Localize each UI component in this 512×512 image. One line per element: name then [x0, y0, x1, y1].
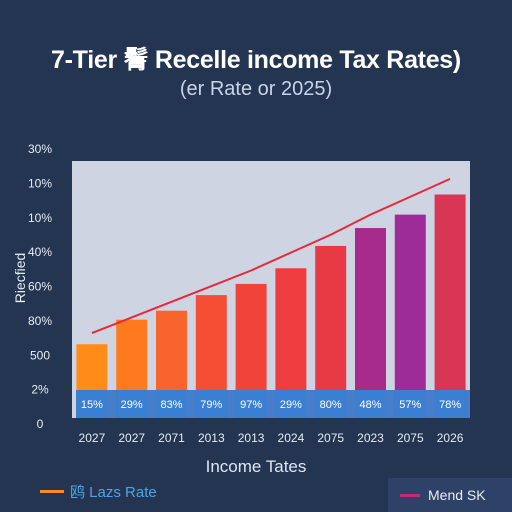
bar-value-label: 97%: [240, 399, 262, 411]
trend-line: [91, 177, 451, 335]
y-tick-label: 10%: [28, 211, 52, 225]
y-tick-label: 500: [30, 348, 50, 362]
bar-value-cell: [116, 390, 148, 418]
x-tick-label: 2027: [79, 431, 106, 445]
chart-subtitle: (er Rate or 2025): [179, 78, 333, 100]
bar-value-cell: [355, 390, 386, 418]
legend-swatch-magenta: [400, 493, 420, 497]
x-tick-label: 2027: [118, 431, 145, 445]
x-tick-label: 2071: [158, 431, 185, 445]
bar-value-label: 83%: [160, 399, 182, 411]
x-axis-label: Income Tates: [205, 457, 307, 476]
legend-item-rate: 鸥 Lazs Rate: [40, 481, 157, 501]
x-tick-label: 2075: [317, 431, 344, 445]
x-tick-label: 2024: [278, 431, 305, 445]
bar-value-label: 79%: [200, 399, 222, 411]
x-tick-label: 2075: [397, 431, 424, 445]
bar: [394, 214, 426, 418]
bar-value-cell: [235, 390, 267, 418]
bar-value-cell: [394, 390, 426, 418]
bar-value-label: 29%: [280, 399, 302, 411]
bar-value-cell: [275, 390, 307, 418]
legend-label-trend: Mend SK: [428, 487, 486, 503]
bar-value-cell: [195, 390, 227, 418]
y-tick-label: 80%: [28, 314, 52, 328]
bar-value-cell: [156, 390, 187, 418]
y-tick-label: 40%: [28, 245, 52, 259]
y-tick-label: 0: [37, 417, 44, 431]
legend-label-rate: 鸥 Lazs Rate: [70, 483, 157, 501]
bar-value-label: 57%: [399, 399, 421, 411]
chart-title: 7-Tier 鬌 Recelle income Tax Rates): [51, 46, 461, 74]
x-tick-label: 2013: [198, 431, 225, 445]
bar-value-label: 15%: [81, 399, 103, 411]
bar: [434, 194, 466, 418]
legend-item-trend: Mend SK: [388, 478, 512, 512]
bar: [315, 245, 347, 418]
bar-value-label: 78%: [439, 399, 461, 411]
legend-swatch-orange: [40, 489, 64, 493]
y-tick-label: 2%: [31, 383, 49, 397]
bar-value-label: 80%: [320, 399, 342, 411]
bar-value-label: 29%: [121, 399, 143, 411]
x-tick-label: 2013: [238, 431, 265, 445]
bar-value-cell: [315, 390, 347, 418]
x-tick-label: 2026: [437, 431, 464, 445]
y-tick-label: 10%: [28, 176, 52, 190]
y-axis-label: Riecfied: [12, 252, 28, 304]
x-tick-label: 2023: [357, 431, 384, 445]
bar-value-cell: [434, 390, 466, 418]
bar: [355, 228, 386, 418]
bar-value-cell: [76, 390, 108, 418]
y-tick-label: 30%: [28, 142, 52, 156]
bar-value-label: 48%: [359, 399, 381, 411]
y-tick-label: 60%: [28, 280, 52, 294]
